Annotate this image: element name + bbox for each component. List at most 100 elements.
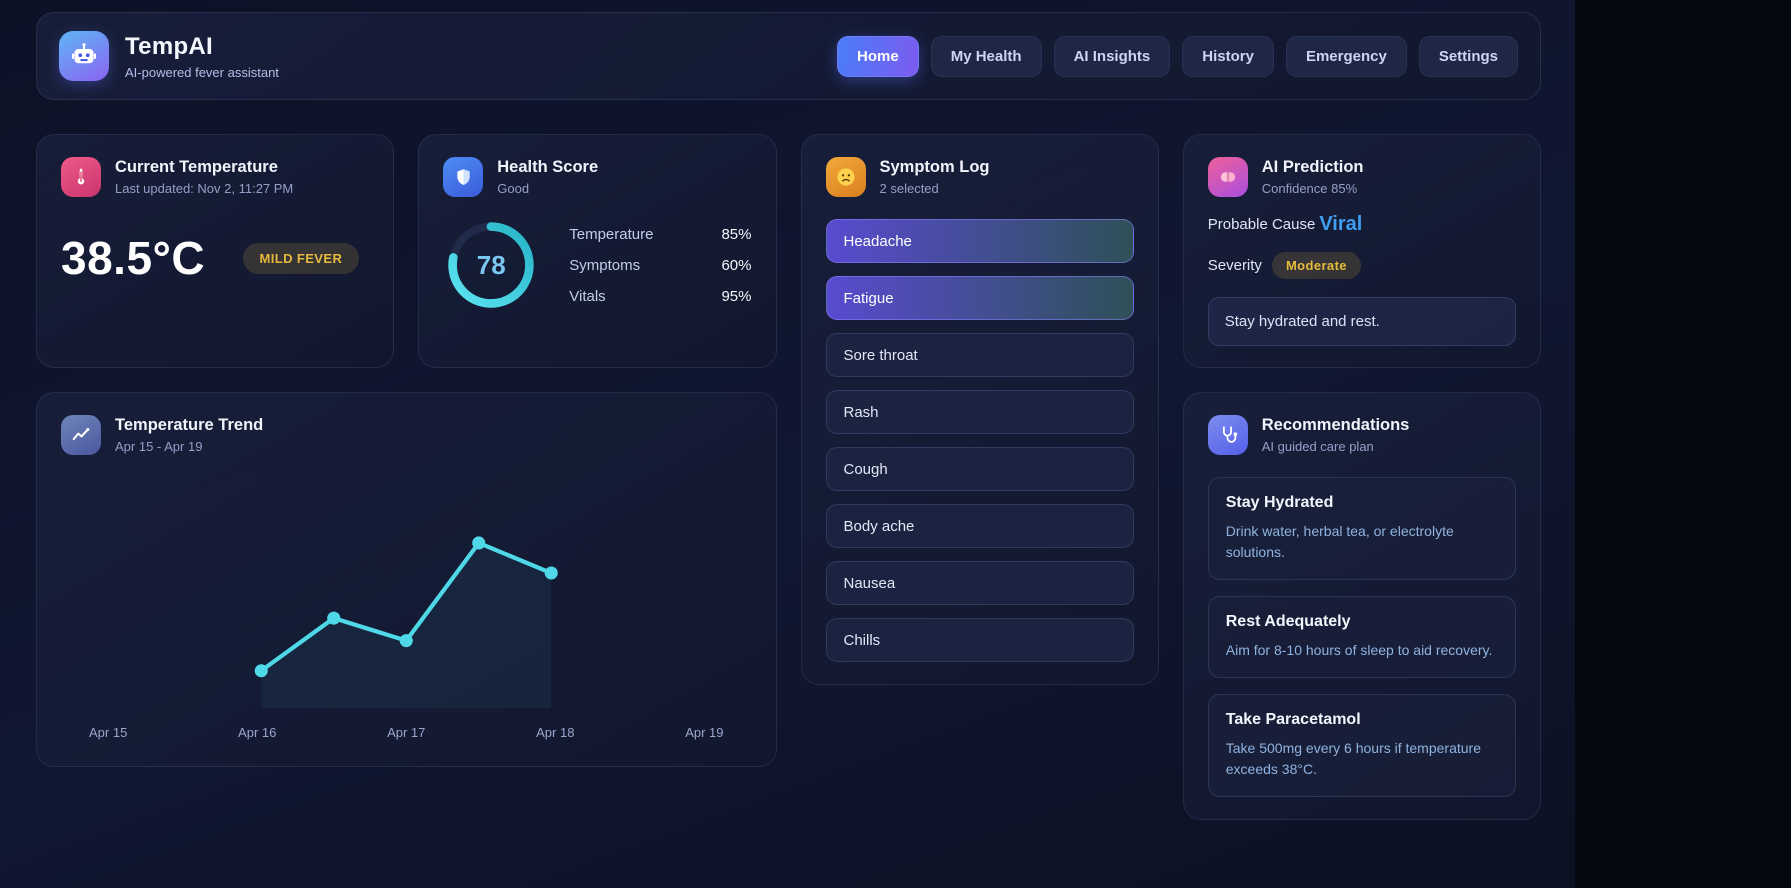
current-temperature-card: Current Temperature Last updated: Nov 2,… — [36, 134, 395, 368]
health-score-status: Good — [497, 181, 530, 196]
date-range: Apr 15 - Apr 19 — [115, 439, 203, 454]
card-title: Temperature Trend — [115, 416, 264, 434]
health-ring-progress — [448, 222, 534, 308]
x-tick: Apr 16 — [238, 725, 277, 741]
nav-ai-insights[interactable]: AI Insights — [1053, 35, 1171, 77]
card-head-text: Symptom Log 2 selected — [880, 158, 990, 196]
card-head: Health Score Good — [443, 157, 751, 197]
ai-advice-box: Stay hydrated and rest. — [1207, 297, 1516, 346]
card-title: Current Temperature — [115, 158, 278, 176]
metric-value: 60% — [721, 256, 752, 274]
card-head: Temperature Trend Apr 15 - Apr 19 — [61, 415, 752, 455]
symptom-list: Headache Fatigue Sore throat Rash Cough … — [825, 219, 1134, 662]
fever-status-badge: MILD FEVER — [242, 242, 360, 274]
metric-value: 85% — [721, 225, 752, 243]
card-head-text: AI Prediction Confidence 85% — [1262, 158, 1364, 196]
severity-row: Severity Moderate — [1208, 252, 1516, 279]
recommendation-desc: Aim for 8-10 hours of sleep to aid recov… — [1225, 642, 1493, 658]
card-title: Recommendations — [1261, 416, 1410, 434]
temperature-row: 38.5°C MILD FEVER — [61, 231, 369, 285]
brand-text: TempAI AI-powered fever assistant — [125, 33, 279, 80]
ai-prediction-card: AI Prediction Confidence 85% Probable Ca… — [1182, 134, 1541, 368]
probable-cause-row: Probable Cause Viral — [1208, 213, 1516, 236]
health-metrics: Temperature 85% Symptoms 60% Vitals 95% — [569, 226, 751, 305]
metric-value: 95% — [721, 287, 752, 305]
card-head-text: Current Temperature Last updated: Nov 2,… — [115, 158, 293, 196]
trend-chart-svg — [254, 536, 558, 709]
probable-cause-label: Probable Cause — [1207, 216, 1316, 233]
main-nav: Home My Health AI Insights History Emerg… — [837, 35, 1518, 77]
metric-row: Vitals 95% — [569, 288, 751, 305]
health-score-ring: 78 — [443, 217, 539, 313]
recommendation-desc: Take 500mg every 6 hours if temperature … — [1225, 740, 1481, 777]
recommendation-desc: Drink water, herbal tea, or electrolyte … — [1225, 523, 1454, 560]
symptom-sore-throat[interactable]: Sore throat — [825, 333, 1134, 377]
top-bar: TempAI AI-powered fever assistant Home M… — [36, 12, 1541, 100]
nav-my-health[interactable]: My Health — [930, 35, 1042, 77]
x-tick: Apr 18 — [536, 725, 575, 741]
symptom-body-ache[interactable]: Body ache — [825, 504, 1134, 548]
card-head-text: Health Score Good — [497, 158, 598, 196]
symptom-headache[interactable]: Headache — [825, 219, 1134, 263]
card-head: Symptom Log 2 selected — [825, 157, 1134, 197]
card-title: AI Prediction — [1261, 158, 1364, 176]
recommendation-item: Rest Adequately Aim for 8-10 hours of sl… — [1207, 596, 1516, 678]
temperature-value: 38.5°C — [61, 232, 206, 284]
last-updated: Last updated: Nov 2, 11:27 PM — [115, 181, 294, 196]
recommendations-card: Recommendations AI guided care plan Stay… — [1182, 392, 1541, 820]
trend-x-axis: Apr 15 Apr 16 Apr 17 Apr 18 Apr 19 — [61, 719, 752, 744]
severity-badge: Moderate — [1271, 252, 1361, 279]
card-head: Current Temperature Last updated: Nov 2,… — [61, 157, 369, 197]
care-plan-label: AI guided care plan — [1261, 439, 1374, 454]
symptom-nausea[interactable]: Nausea — [825, 561, 1134, 605]
x-tick: Apr 15 — [89, 725, 128, 741]
symptom-log-card: Symptom Log 2 selected Headache Fatigue … — [800, 134, 1159, 685]
metric-row: Temperature 85% — [569, 226, 751, 243]
nav-history[interactable]: History — [1182, 35, 1274, 77]
temperature-trend-card: Temperature Trend Apr 15 - Apr 19 Apr 15… — [36, 392, 777, 768]
metric-label: Vitals — [569, 287, 606, 305]
symptom-cough[interactable]: Cough — [825, 447, 1134, 491]
recommendation-title: Stay Hydrated — [1225, 494, 1334, 511]
symptom-fatigue[interactable]: Fatigue — [825, 276, 1134, 320]
nav-home[interactable]: Home — [837, 35, 919, 77]
symptom-rash[interactable]: Rash — [825, 390, 1134, 434]
metric-label: Temperature — [569, 225, 654, 243]
app-tagline: AI-powered fever assistant — [125, 64, 279, 80]
worried-face-icon — [825, 157, 866, 197]
card-title: Health Score — [497, 158, 599, 176]
recommendation-title: Take Paracetamol — [1225, 711, 1361, 728]
card-head-text: Recommendations AI guided care plan — [1262, 416, 1410, 454]
selected-count: 2 selected — [879, 181, 939, 196]
app-title: TempAI — [125, 32, 214, 60]
health-score-body: 78 Temperature 85% Symptoms 60% Vitals 9… — [443, 217, 752, 313]
recommendation-item: Take Paracetamol Take 500mg every 6 hour… — [1207, 694, 1516, 797]
metric-label: Symptoms — [569, 256, 641, 274]
brand: TempAI AI-powered fever assistant — [59, 31, 279, 81]
recommendation-item: Stay Hydrated Drink water, herbal tea, o… — [1207, 477, 1516, 580]
health-score-card: Health Score Good — [418, 134, 777, 368]
health-score-value: 78 — [476, 249, 506, 280]
symptom-chills[interactable]: Chills — [825, 618, 1134, 662]
stethoscope-icon — [1207, 415, 1248, 455]
brain-icon — [1207, 157, 1248, 197]
dashboard-grid: Current Temperature Last updated: Nov 2,… — [36, 134, 1541, 820]
thermometer-icon — [61, 157, 101, 197]
x-tick: Apr 19 — [685, 725, 724, 741]
severity-label: Severity — [1207, 257, 1262, 274]
probable-cause-value: Viral — [1319, 213, 1363, 235]
recommendation-title: Rest Adequately — [1225, 613, 1351, 630]
shield-icon — [443, 157, 484, 197]
card-head: Recommendations AI guided care plan — [1207, 415, 1516, 455]
card-title: Symptom Log — [879, 158, 990, 176]
card-head: AI Prediction Confidence 85% — [1207, 157, 1516, 197]
nav-settings[interactable]: Settings — [1418, 35, 1518, 77]
metric-row: Symptoms 60% — [569, 257, 751, 274]
card-head-text: Temperature Trend Apr 15 - Apr 19 — [115, 416, 263, 454]
recommendation-list: Stay Hydrated Drink water, herbal tea, o… — [1207, 477, 1516, 797]
confidence-label: Confidence 85% — [1261, 181, 1358, 196]
line-chart-icon — [61, 415, 101, 455]
robot-icon — [59, 31, 109, 81]
app-root: TempAI AI-powered fever assistant Home M… — [0, 0, 1575, 888]
nav-emergency[interactable]: Emergency — [1285, 35, 1407, 77]
